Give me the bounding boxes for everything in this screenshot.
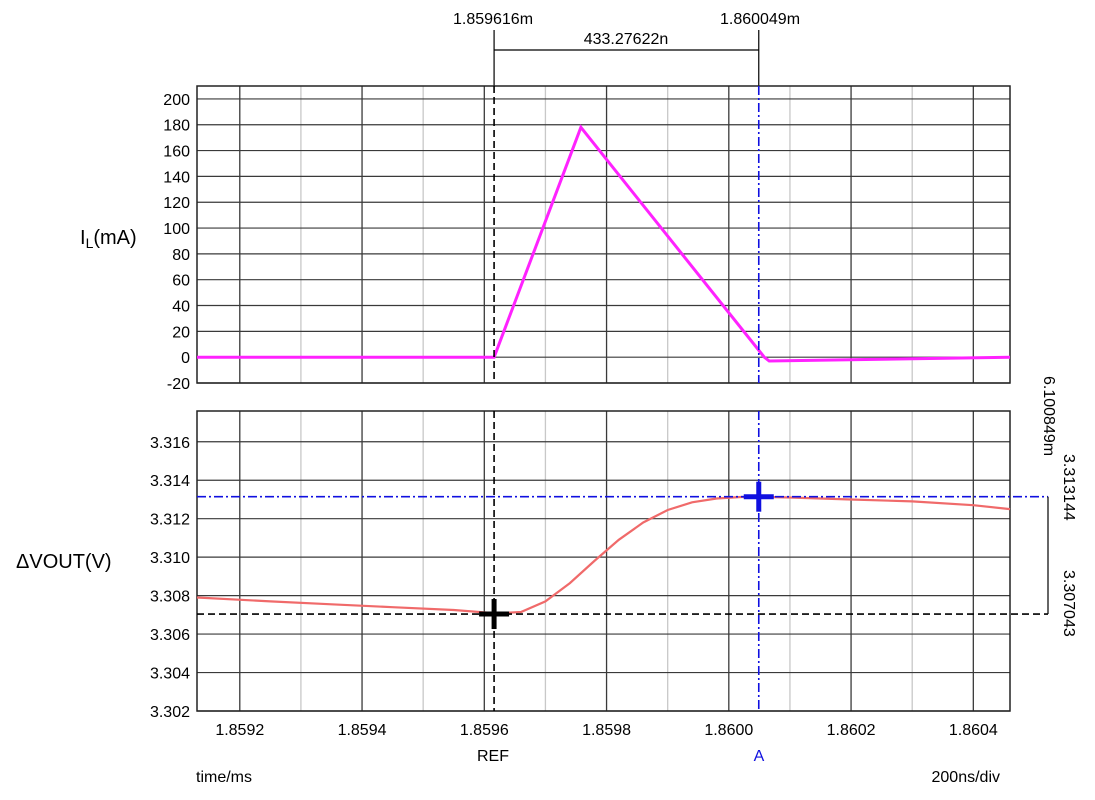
current-axis-title: IL(mA) — [80, 227, 137, 251]
y-tick-label: 3.312 — [150, 512, 190, 529]
y-tick-label: 60 — [172, 273, 190, 290]
ref-time-label: 1.859616m — [453, 11, 533, 28]
x-tick-label: 1.8596 — [460, 722, 509, 739]
x-tick-label: 1.8602 — [827, 722, 876, 739]
a-time-label: 1.860049m — [720, 11, 800, 28]
x-tick-label: 1.8592 — [215, 722, 264, 739]
y-tick-label: 40 — [172, 299, 190, 316]
y-tick-label: 100 — [163, 221, 190, 238]
y-tick-label: 140 — [163, 169, 190, 186]
a-cross-marker — [743, 481, 774, 512]
a-marker-label: A — [754, 748, 765, 765]
y-tick-label: 120 — [163, 195, 190, 212]
ref-marker-label: REF — [477, 748, 509, 765]
y-tick-label: 200 — [163, 92, 190, 109]
y-tick-label: 3.310 — [150, 550, 190, 567]
y-tick-label: 20 — [172, 324, 190, 341]
a-value-label: 3.313144 — [1060, 454, 1077, 521]
ref-value-label: 3.307043 — [1060, 570, 1077, 637]
delta-time-label: 433.27622n — [584, 31, 669, 48]
voltage-trace — [196, 495, 1011, 615]
x-unit-label: time/ms — [196, 769, 252, 786]
voltage-axis-title: ΔVOUT(V) — [16, 551, 112, 573]
plot-frame — [196, 410, 1011, 712]
y-tick-label: 0 — [181, 350, 190, 367]
x-tick-label: 1.8600 — [704, 722, 753, 739]
y-tick-label: 3.316 — [150, 435, 190, 452]
delta-time-bracket — [493, 30, 760, 86]
y-tick-label: 3.304 — [150, 666, 190, 683]
y-tick-label: 3.306 — [150, 627, 190, 644]
voltage-panel: 3.316 3.314 3.312 3.310 3.308 3.306 3.304 3.302… — [150, 410, 1048, 739]
y-tick-label: 80 — [172, 247, 190, 264]
y-tick-label: 3.308 — [150, 589, 190, 606]
plot-frame — [196, 85, 1011, 384]
y-tick-label: 180 — [163, 118, 190, 135]
current-axis-sub: L — [86, 235, 94, 251]
ref-cross-marker — [479, 599, 510, 630]
y-tick-label: 160 — [163, 144, 190, 161]
y-tick-label: 3.302 — [150, 704, 190, 721]
x-tick-label: 1.8598 — [582, 722, 631, 739]
x-tick-label: 1.8604 — [949, 722, 998, 739]
delta-value-label: 6.100849m — [1040, 376, 1057, 456]
y-tick-label: -20 — [167, 376, 190, 393]
current-axis-main: I — [80, 227, 86, 249]
x-tick-label: 1.8594 — [338, 722, 387, 739]
y-tick-label: 3.314 — [150, 473, 190, 490]
timebase-label: 200ns/div — [932, 769, 1001, 786]
current-trace — [197, 124, 1011, 363]
current-axis-unit: (mA) — [93, 227, 136, 249]
